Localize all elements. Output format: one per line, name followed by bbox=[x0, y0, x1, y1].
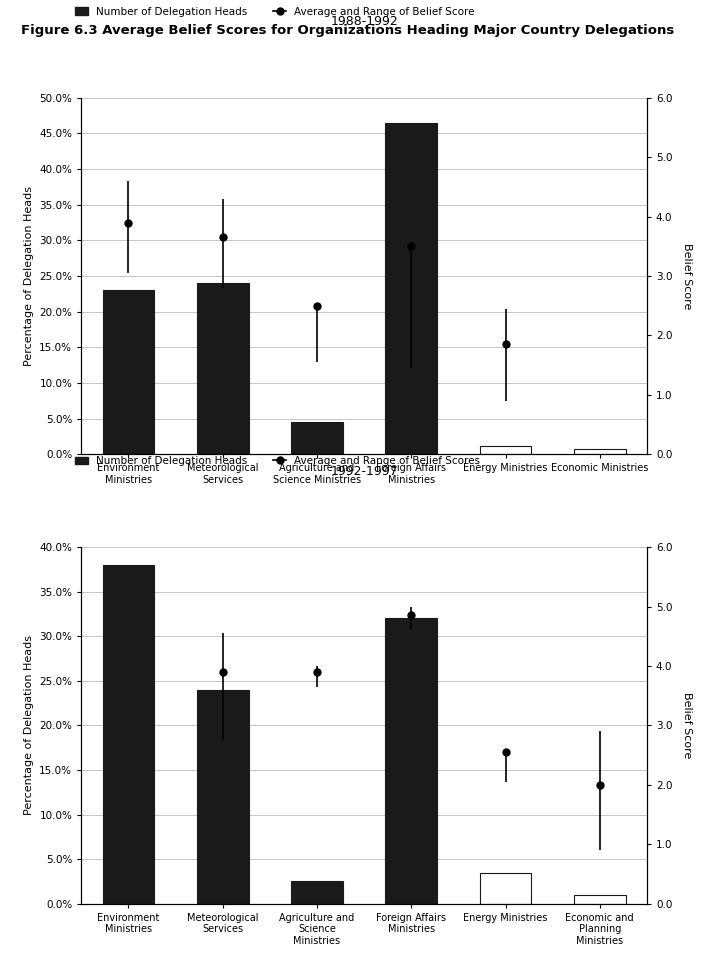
Bar bbox=[385, 123, 437, 454]
Bar bbox=[291, 881, 343, 904]
Text: Economic Growth Coalition: Economic Growth Coalition bbox=[416, 561, 595, 574]
Bar bbox=[291, 422, 343, 454]
Title: 1988-1992: 1988-1992 bbox=[330, 16, 398, 28]
Legend: Number of Delegation Heads, Average and Range of Belief Scores: Number of Delegation Heads, Average and … bbox=[75, 456, 480, 466]
Bar bbox=[197, 283, 249, 454]
Legend: Number of Delegation Heads, Average and Range of Belief Score: Number of Delegation Heads, Average and … bbox=[75, 7, 474, 17]
Y-axis label: Percentage of Delegation Heads: Percentage of Delegation Heads bbox=[24, 635, 34, 816]
Title: 1992-1997: 1992-1997 bbox=[330, 465, 398, 478]
Bar bbox=[574, 895, 626, 904]
Text: Figure 6.3 Average Belief Scores for Organizations Heading Major Country Delegat: Figure 6.3 Average Belief Scores for Org… bbox=[21, 24, 674, 37]
Y-axis label: Belief Score: Belief Score bbox=[682, 693, 692, 758]
Bar bbox=[385, 618, 437, 904]
Bar bbox=[479, 446, 532, 454]
Bar bbox=[103, 565, 154, 904]
Bar bbox=[197, 690, 249, 904]
Y-axis label: Percentage of Delegation Heads: Percentage of Delegation Heads bbox=[24, 186, 34, 366]
Y-axis label: Belief Score: Belief Score bbox=[682, 243, 692, 309]
Bar bbox=[479, 872, 532, 904]
Bar bbox=[574, 448, 626, 454]
Bar bbox=[103, 290, 154, 454]
Text: Precautionary Coalition: Precautionary Coalition bbox=[145, 561, 300, 574]
